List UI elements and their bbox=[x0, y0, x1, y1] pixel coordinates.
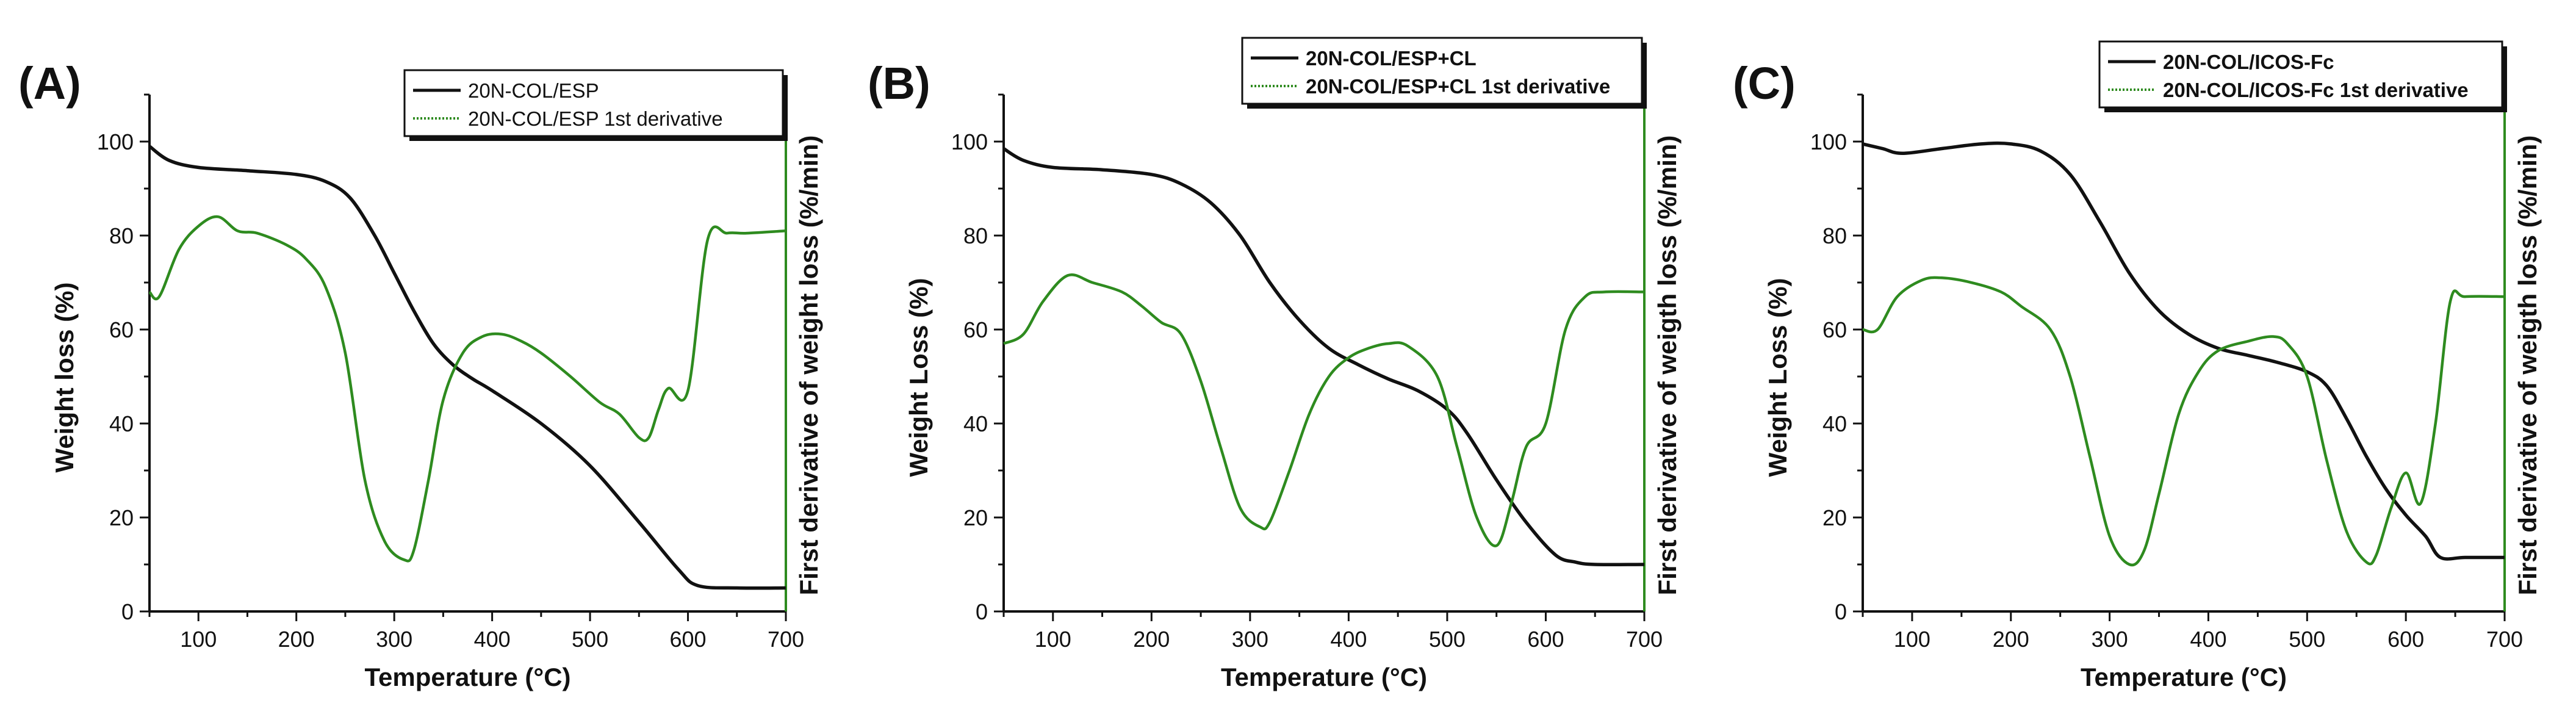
y-tick-label: 20 bbox=[109, 505, 134, 530]
legend-entry: 20N-COL/ESP 1st derivative bbox=[468, 107, 723, 130]
x-axis-title: Temperature (°C) bbox=[364, 663, 570, 691]
y-tick-label: 60 bbox=[963, 317, 988, 342]
x-tick-label: 600 bbox=[1527, 627, 1564, 652]
x-tick-label: 700 bbox=[768, 627, 804, 652]
panel-label: (C) bbox=[1733, 58, 1796, 109]
x-tick-label: 100 bbox=[180, 627, 217, 652]
y-tick-label: 100 bbox=[1810, 129, 1847, 154]
y-axis-title: Weight loss (%) bbox=[50, 283, 79, 473]
legend-box bbox=[403, 69, 784, 137]
legend-box bbox=[1241, 37, 1643, 105]
y-tick-label: 40 bbox=[963, 411, 988, 436]
x-tick-label: 400 bbox=[474, 627, 511, 652]
x-tick-label: 500 bbox=[572, 627, 608, 652]
weight-loss-series-line bbox=[148, 145, 786, 590]
x-tick-label: 200 bbox=[1133, 627, 1170, 652]
y-tick-label: 40 bbox=[1822, 411, 1847, 436]
x-tick-label: 300 bbox=[2092, 627, 2128, 652]
x-tick-label: 200 bbox=[1993, 627, 2029, 652]
panel-c: (C) 100 200 300 400 500 600 700 0 20 40 60 80 100 Temp… bbox=[1733, 40, 2542, 691]
y-tick-label: 0 bbox=[1835, 599, 1847, 624]
y-tick-label: 0 bbox=[976, 599, 988, 624]
x-tick-label: 500 bbox=[2289, 627, 2325, 652]
legend-box bbox=[2098, 40, 2503, 109]
x-tick-label: 500 bbox=[1429, 627, 1466, 652]
legend-entry: 20N-COL/ESP+CL 1st derivative bbox=[1306, 75, 1610, 98]
derivative-series-line bbox=[148, 215, 786, 563]
y-tick-label: 20 bbox=[1822, 505, 1847, 530]
y-tick-label: 80 bbox=[963, 223, 988, 248]
x-tick-label: 100 bbox=[1035, 627, 1071, 652]
panel-label: (A) bbox=[18, 58, 81, 109]
right-y-axis-title: First derivative of weigth loss (%/min) bbox=[1653, 135, 1682, 596]
weight-loss-series-line bbox=[1002, 147, 1645, 567]
panel-label: (B) bbox=[868, 58, 930, 109]
weight-loss-series-line bbox=[1862, 141, 2505, 561]
legend-entry: 20N-COL/ESP bbox=[468, 79, 599, 102]
right-y-axis-title: First derivative of weight loss (%/min) bbox=[794, 135, 823, 596]
right-y-axis-title: First derivative of weigth loss (%/min) bbox=[2513, 135, 2542, 596]
x-tick-label: 300 bbox=[376, 627, 412, 652]
legend-entry: 20N-COL/ESP+CL bbox=[1306, 47, 1477, 70]
x-tick-label: 400 bbox=[1330, 627, 1367, 652]
y-tick-label: 80 bbox=[109, 223, 134, 248]
derivative-series-line bbox=[1862, 276, 2505, 567]
x-axis-title: Temperature (°C) bbox=[1221, 663, 1427, 691]
y-tick-label: 40 bbox=[109, 411, 134, 436]
legend-entry: 20N-COL/ICOS-Fc 1st derivative bbox=[2163, 79, 2469, 101]
y-axis-title: Weight Loss (%) bbox=[1763, 278, 1792, 477]
y-axis-title: Weight Loss (%) bbox=[904, 278, 933, 477]
x-tick-label: 700 bbox=[2486, 627, 2523, 652]
x-tick-label: 300 bbox=[1232, 627, 1268, 652]
y-tick-label: 100 bbox=[951, 129, 988, 154]
x-tick-label: 600 bbox=[2387, 627, 2424, 652]
panel-a: (A) 100 200 300 400 500 600 700 0 20 40 60 80 100 Temp… bbox=[18, 58, 823, 691]
derivative-series-line bbox=[1003, 273, 1645, 547]
y-tick-label: 80 bbox=[1822, 223, 1847, 248]
legend-entry: 20N-COL/ICOS-Fc bbox=[2163, 51, 2334, 73]
y-tick-label: 60 bbox=[109, 317, 134, 342]
y-tick-label: 100 bbox=[97, 129, 134, 154]
y-tick-label: 20 bbox=[963, 505, 988, 530]
y-tick-label: 60 bbox=[1822, 317, 1847, 342]
x-tick-label: 700 bbox=[1626, 627, 1663, 652]
x-tick-label: 200 bbox=[278, 627, 315, 652]
x-tick-label: 600 bbox=[669, 627, 706, 652]
x-tick-label: 400 bbox=[2190, 627, 2226, 652]
y-tick-label: 0 bbox=[121, 599, 134, 624]
panel-b: (B) 100 200 300 400 500 600 700 0 20 40 60 80 100 Temp… bbox=[868, 37, 1682, 691]
x-axis-title: Temperature (°C) bbox=[2081, 663, 2287, 691]
x-tick-label: 100 bbox=[1894, 627, 1930, 652]
